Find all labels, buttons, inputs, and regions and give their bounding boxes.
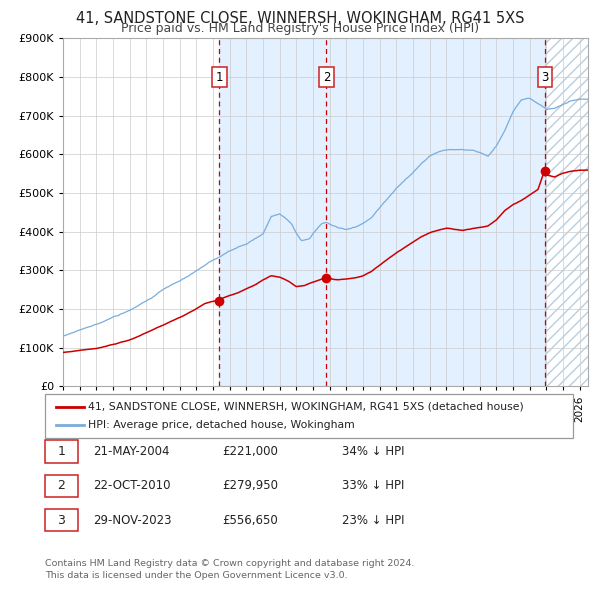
Text: HPI: Average price, detached house, Wokingham: HPI: Average price, detached house, Woki… [88, 421, 355, 430]
Text: 34% ↓ HPI: 34% ↓ HPI [342, 445, 404, 458]
Text: This data is licensed under the Open Government Licence v3.0.: This data is licensed under the Open Gov… [45, 571, 347, 579]
Text: £221,000: £221,000 [222, 445, 278, 458]
Text: 23% ↓ HPI: 23% ↓ HPI [342, 513, 404, 527]
Text: 22-OCT-2010: 22-OCT-2010 [93, 479, 170, 493]
Text: Contains HM Land Registry data © Crown copyright and database right 2024.: Contains HM Land Registry data © Crown c… [45, 559, 415, 568]
Text: Price paid vs. HM Land Registry's House Price Index (HPI): Price paid vs. HM Land Registry's House … [121, 22, 479, 35]
Text: 3: 3 [58, 513, 65, 527]
Text: 41, SANDSTONE CLOSE, WINNERSH, WOKINGHAM, RG41 5XS (detached house): 41, SANDSTONE CLOSE, WINNERSH, WOKINGHAM… [88, 402, 524, 412]
Text: 29-NOV-2023: 29-NOV-2023 [93, 513, 172, 527]
Text: £556,650: £556,650 [222, 513, 278, 527]
Text: 1: 1 [58, 445, 65, 458]
Text: £279,950: £279,950 [222, 479, 278, 493]
Text: 1: 1 [215, 71, 223, 84]
Text: 41, SANDSTONE CLOSE, WINNERSH, WOKINGHAM, RG41 5XS: 41, SANDSTONE CLOSE, WINNERSH, WOKINGHAM… [76, 11, 524, 25]
Text: 21-MAY-2004: 21-MAY-2004 [93, 445, 170, 458]
Text: 2: 2 [58, 479, 65, 493]
Text: 33% ↓ HPI: 33% ↓ HPI [342, 479, 404, 493]
Text: 3: 3 [541, 71, 548, 84]
Bar [220, 38, 545, 386]
Text: 2: 2 [323, 71, 330, 84]
